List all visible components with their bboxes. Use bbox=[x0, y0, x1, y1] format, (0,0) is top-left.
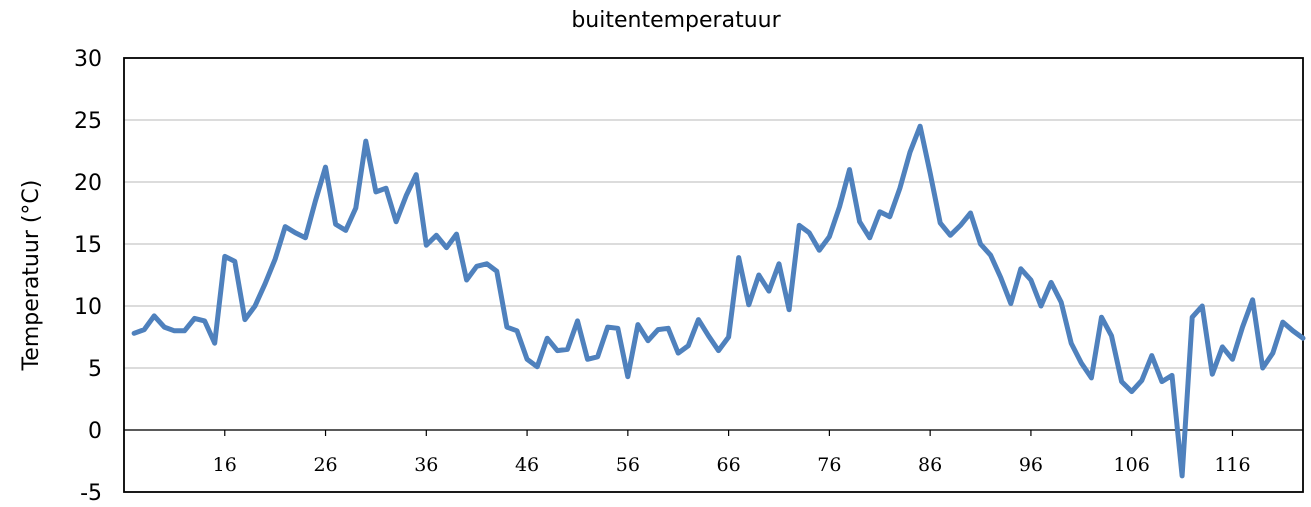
x-tick-label: 26 bbox=[313, 454, 337, 476]
x-tick-label: 46 bbox=[515, 454, 539, 476]
plot-frame bbox=[123, 57, 1304, 493]
x-tick-label: 66 bbox=[717, 454, 741, 476]
y-tick-labels: 30 25 20 15 10 5 0 -5 bbox=[74, 47, 102, 506]
x-tick-label: 36 bbox=[414, 454, 438, 476]
axes bbox=[123, 57, 1304, 493]
x-tick-label: 16 bbox=[213, 454, 237, 476]
y-axis-label: Temperatuur (°C) bbox=[19, 180, 44, 372]
x-tick-label: 106 bbox=[1114, 454, 1150, 476]
y-tick-label: 20 bbox=[74, 171, 102, 196]
y-tick-label: 15 bbox=[74, 233, 102, 258]
x-tick-labels: 16 26 36 46 56 66 76 86 96 106 116 bbox=[213, 454, 1251, 476]
chart-title: buitentemperatuur bbox=[571, 8, 781, 33]
x-tick-label: 86 bbox=[918, 454, 942, 476]
y-tick-label: 10 bbox=[74, 295, 102, 320]
y-tick-label: -5 bbox=[80, 481, 102, 506]
x-tick-label: 116 bbox=[1214, 454, 1250, 476]
series-line bbox=[131, 123, 1306, 479]
x-tick-label: 96 bbox=[1019, 454, 1043, 476]
y-tick-label: 5 bbox=[88, 357, 102, 382]
y-tick-label: 25 bbox=[74, 109, 102, 134]
series-layer bbox=[131, 123, 1306, 479]
x-tick-label: 56 bbox=[616, 454, 640, 476]
y-tick-label: 30 bbox=[74, 47, 102, 72]
y-tick-label: 0 bbox=[88, 419, 102, 444]
x-tick-label: 76 bbox=[817, 454, 841, 476]
